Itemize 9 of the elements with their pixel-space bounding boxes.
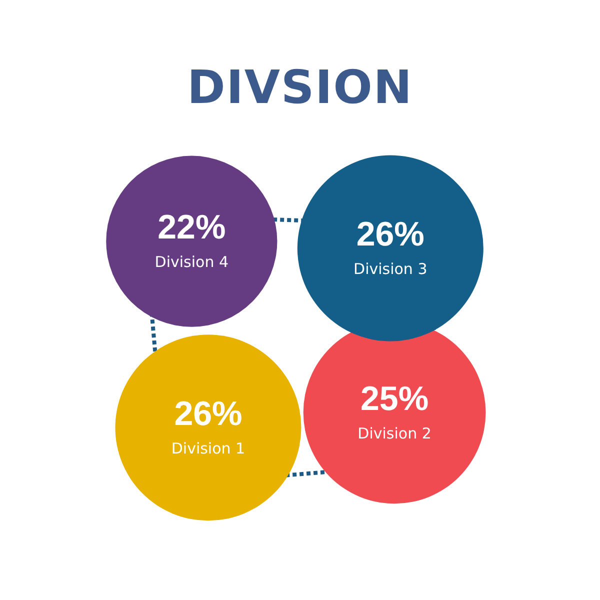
category-label: Division 2 xyxy=(358,424,432,442)
data-label: 25% xyxy=(360,380,429,418)
category-label: Division 4 xyxy=(154,253,229,272)
data-label: 26% xyxy=(174,395,242,434)
category-label: Division 3 xyxy=(354,260,428,278)
text: DIVSION xyxy=(186,60,414,114)
data-label: 22% xyxy=(158,208,226,247)
category-label: Division 1 xyxy=(171,440,246,458)
data-label: 26% xyxy=(356,216,424,254)
